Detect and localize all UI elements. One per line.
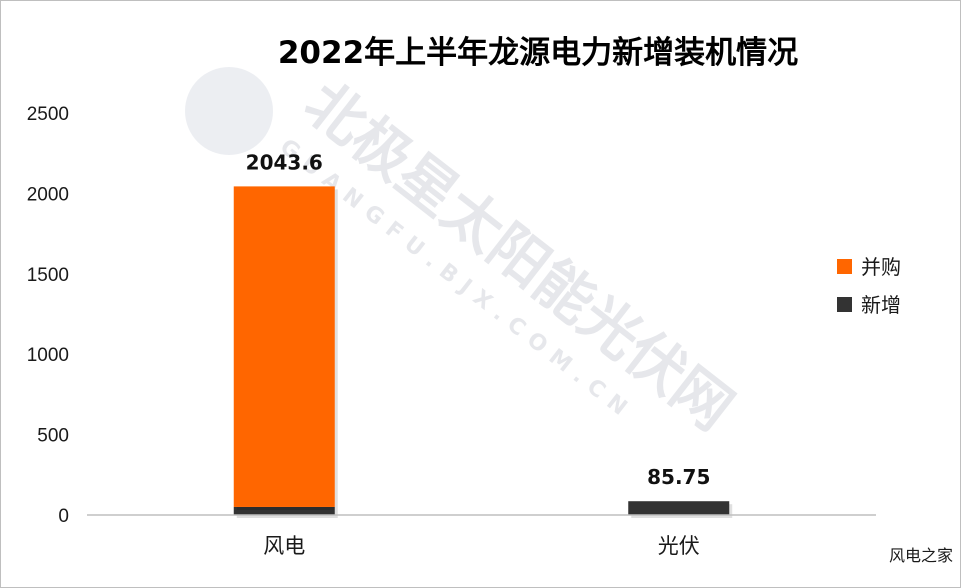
legend-swatch <box>837 259 852 274</box>
x-category-label: 光伏 <box>658 534 700 558</box>
data-label: 2043.6 <box>246 150 323 174</box>
watermark-text: 北极星太阳能光伏网 <box>292 68 745 443</box>
legend-label: 并购 <box>861 255 901 279</box>
x-category-label: 风电 <box>263 534 305 558</box>
bar-binggou-0 <box>233 186 335 507</box>
bar-xinzeng-1 <box>628 501 730 515</box>
y-axis: 0 500 1000 1500 2000 2500 <box>27 104 69 527</box>
legend-label: 新增 <box>861 293 901 317</box>
y-tick-label: 0 <box>58 506 69 527</box>
x-axis: 风电 光伏 <box>263 534 700 558</box>
bar-xinzeng-0 <box>233 506 335 515</box>
legend-swatch <box>837 297 852 312</box>
y-tick-label: 2500 <box>27 104 69 125</box>
y-tick-label: 500 <box>37 426 69 447</box>
y-tick-label: 1000 <box>27 345 69 366</box>
y-tick-label: 2000 <box>27 184 69 205</box>
chart-title: 2022年上半年龙源电力新增装机情况 <box>278 35 798 71</box>
y-tick-label: 1500 <box>27 265 69 286</box>
source-label: 风电之家 <box>889 546 953 565</box>
data-label: 85.75 <box>647 465 710 489</box>
watermark-logo-icon <box>185 67 273 155</box>
bars <box>233 186 733 518</box>
data-labels: 2043.6 85.75 <box>246 150 711 489</box>
